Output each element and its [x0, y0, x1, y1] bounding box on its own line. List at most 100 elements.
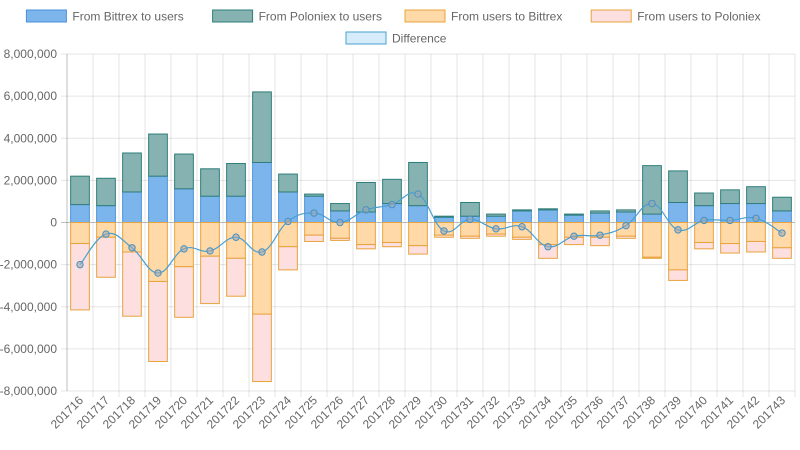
legend-label: From Bittrex to users — [72, 10, 183, 24]
bar-segment — [304, 222, 324, 236]
bar-segment — [460, 201, 480, 217]
legend-swatch — [345, 31, 387, 45]
bar-segment — [642, 256, 662, 259]
difference-point — [622, 221, 630, 230]
bar-segment — [304, 234, 324, 242]
difference-point — [310, 209, 318, 217]
bar-segment — [122, 251, 142, 317]
difference-point — [752, 214, 760, 222]
bar-segment — [564, 213, 584, 216]
bar-segment — [252, 91, 272, 163]
bar-segment — [252, 161, 272, 224]
legend-swatch — [25, 9, 67, 23]
difference-point — [726, 216, 734, 225]
bar-segment — [538, 209, 558, 224]
y-tick-label: -4,000,000 — [0, 300, 57, 314]
difference-point — [414, 190, 422, 198]
bar-segment — [252, 313, 272, 383]
bar-segment — [122, 191, 142, 224]
bar-segment — [252, 222, 272, 315]
legend-swatch — [590, 9, 632, 23]
bar-segment — [70, 243, 90, 311]
difference-point — [284, 217, 292, 226]
bar-segment — [746, 186, 766, 205]
bars — [70, 91, 792, 383]
bar-segment — [486, 233, 506, 237]
bar-segment — [668, 201, 688, 224]
bar-segment — [408, 205, 428, 223]
bar-segment — [434, 216, 454, 223]
bar-segment — [642, 165, 662, 215]
y-tick-label: 6,000,000 — [4, 89, 58, 103]
bar-segment — [720, 189, 740, 205]
difference-point — [102, 230, 110, 238]
bar-segment — [382, 222, 402, 244]
bar-segment — [512, 236, 532, 240]
bar-segment — [70, 222, 90, 245]
legend-label: Difference — [392, 32, 447, 46]
difference-point — [674, 226, 682, 234]
difference-line — [76, 190, 786, 277]
difference-point — [336, 218, 344, 227]
bar-segment — [70, 204, 90, 224]
difference-point — [518, 223, 526, 231]
bar-segment — [720, 222, 740, 245]
bar-segment — [70, 175, 90, 206]
difference-point — [700, 216, 708, 225]
bar-segment — [694, 192, 714, 207]
difference-point — [492, 225, 500, 233]
bar-segment — [148, 133, 168, 177]
y-tick-label: 0 — [50, 216, 57, 230]
legend-swatch — [212, 9, 254, 23]
difference-point — [232, 233, 240, 241]
bar-segment — [564, 214, 584, 224]
bar-segment — [642, 222, 662, 258]
legend-swatch — [404, 9, 446, 23]
bar-segment — [330, 237, 350, 241]
bar-segment — [174, 188, 194, 224]
bar-segment — [278, 173, 298, 193]
difference-point — [440, 227, 448, 235]
bar-segment — [642, 213, 662, 223]
bar-segment — [616, 209, 636, 213]
bar-segment — [408, 161, 428, 207]
y-axis: 8,000,000 6,000,000 4,000,000 2,000,000 0 -2,… — [0, 47, 57, 398]
legend-label: From users to Bittrex — [451, 10, 562, 24]
bar-segment — [200, 255, 220, 305]
difference-point — [648, 199, 656, 208]
bar-segment — [746, 222, 766, 242]
difference-point — [206, 247, 214, 255]
difference-point — [544, 243, 552, 251]
bar-segment — [304, 193, 324, 197]
y-tick-label: 2,000,000 — [4, 173, 58, 187]
bar-segment — [668, 170, 688, 203]
bar-segment — [148, 175, 168, 224]
bar-segment — [200, 195, 220, 223]
legend: From Bittrex to users From Poloniex to us… — [25, 9, 761, 46]
bar-segment — [382, 242, 402, 248]
bar-segment — [174, 153, 194, 190]
bar-segment — [616, 211, 636, 223]
difference-point — [76, 260, 84, 269]
bar-segment — [434, 234, 454, 238]
bar-segment — [616, 235, 636, 239]
bar-segment — [538, 208, 558, 211]
bar-segment — [590, 212, 610, 224]
bar-segment — [278, 246, 298, 271]
y-tick-label: -8,000,000 — [0, 384, 57, 398]
bar-segment — [746, 240, 766, 253]
difference-point — [388, 200, 396, 209]
bar-segment — [512, 210, 532, 223]
bar-segment — [96, 205, 116, 223]
y-tick-label: 8,000,000 — [4, 47, 58, 61]
difference-point — [128, 244, 136, 252]
bar-segment — [174, 266, 194, 318]
bar-segment — [200, 168, 220, 197]
bar-segment — [408, 245, 428, 255]
y-tick-label: 4,000,000 — [4, 131, 58, 145]
y-tick-label: -2,000,000 — [0, 258, 57, 272]
x-axis: 2017162017172017182017192017202017212017… — [48, 393, 788, 431]
difference-point — [154, 269, 162, 277]
bar-segment — [226, 257, 246, 297]
